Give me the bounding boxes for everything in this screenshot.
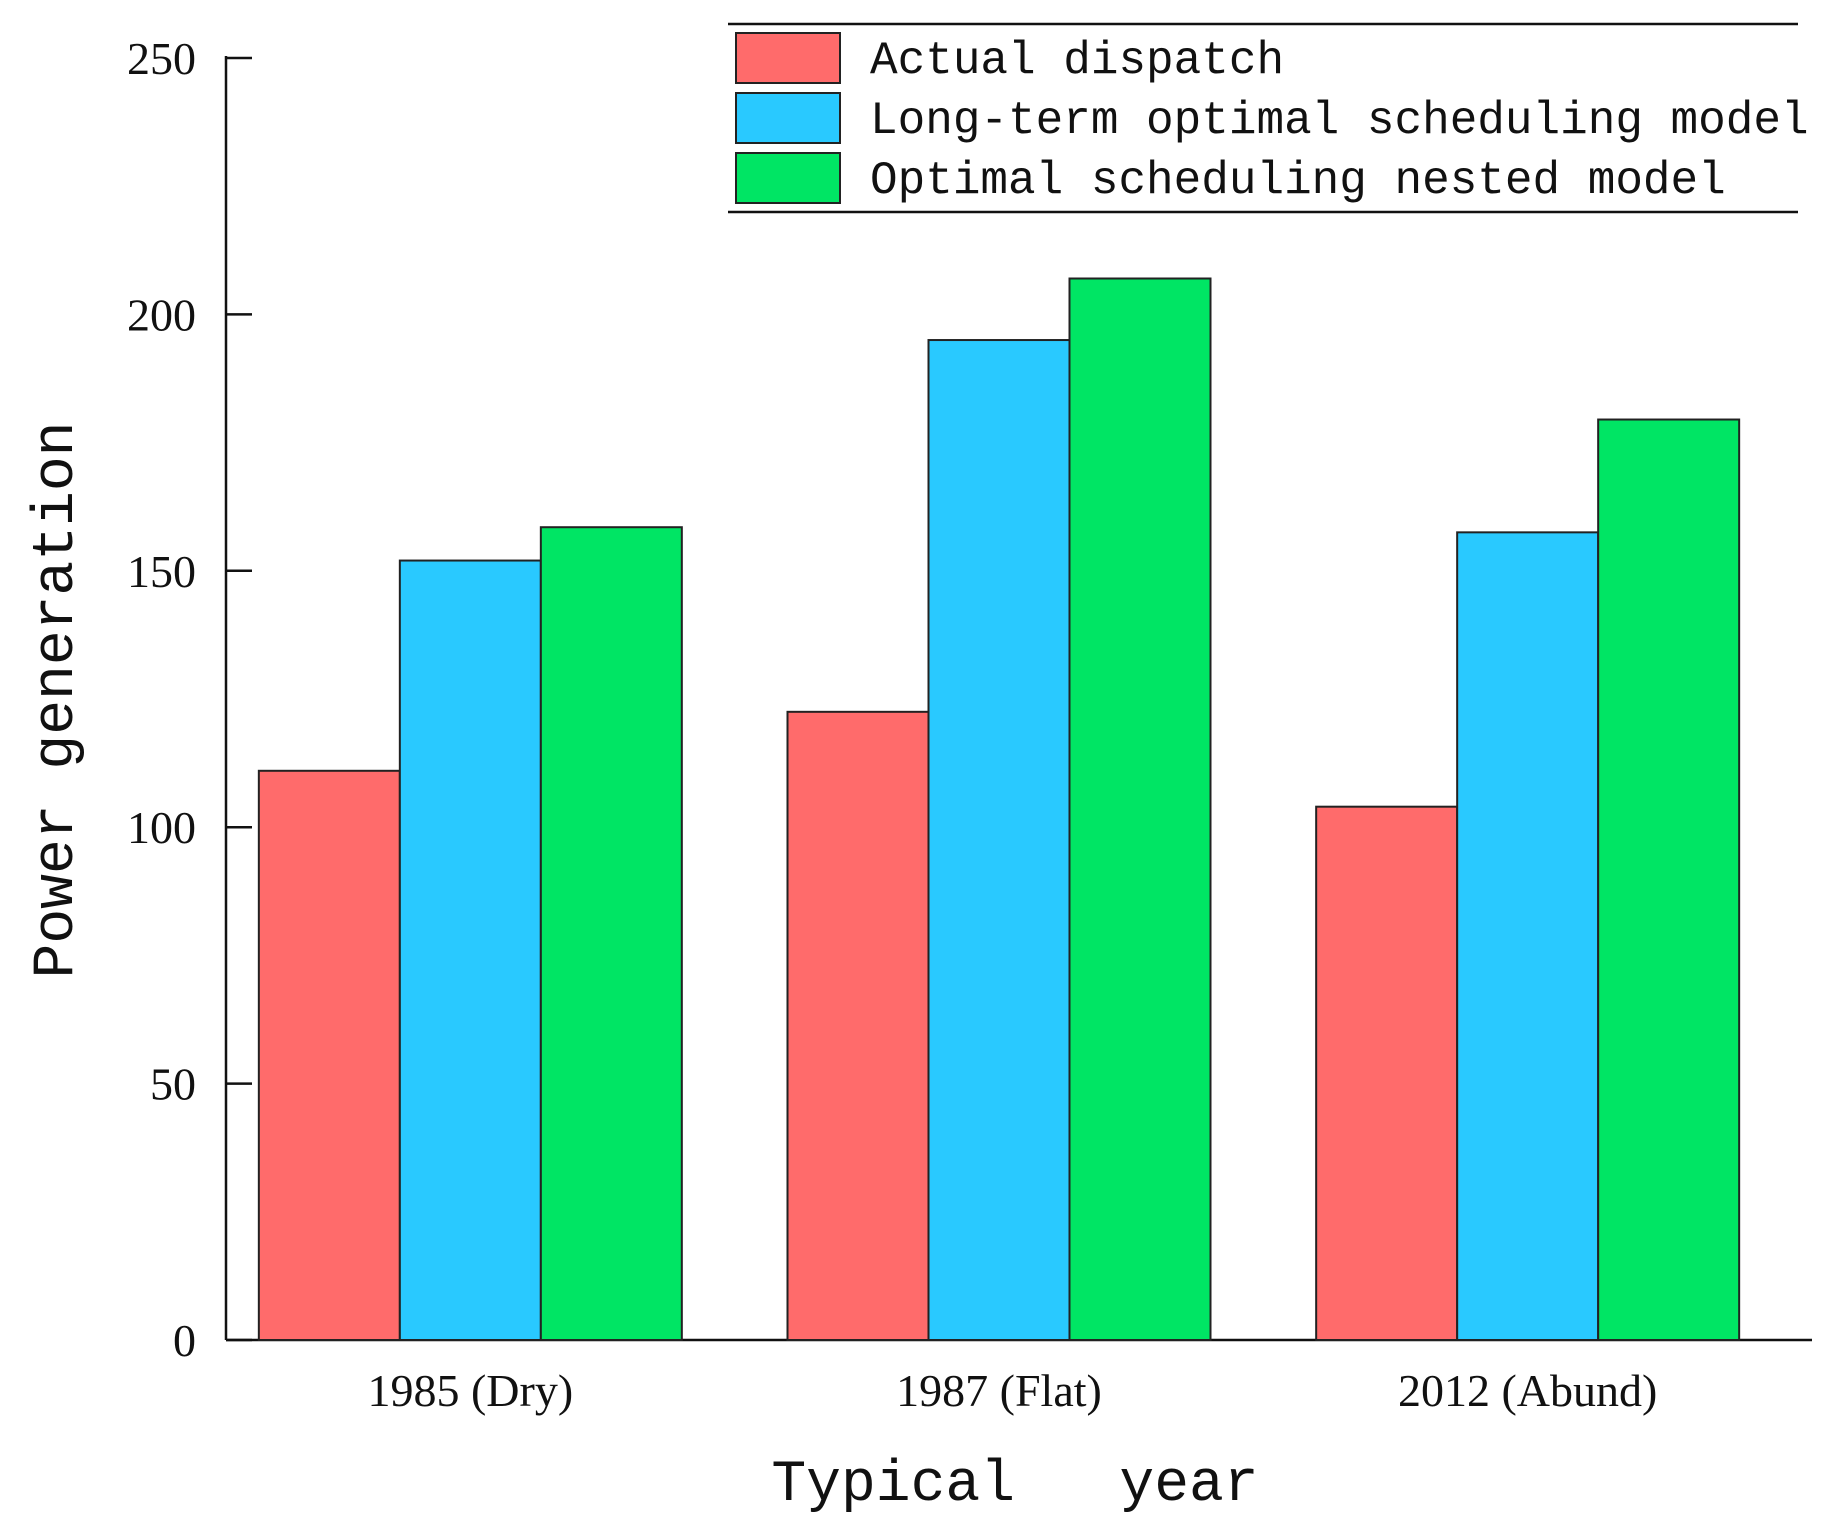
bar-1-3 [1315, 805, 1459, 1341]
bars [257, 277, 1741, 1342]
bar-3-3 [1597, 418, 1741, 1341]
y-tick-label: 200 [127, 289, 196, 340]
legend-swatch [735, 152, 841, 204]
bar-2-3 [1456, 531, 1600, 1341]
x-tick-label: 1987 (Flat) [896, 1365, 1102, 1416]
legend-label: Long-term optimal scheduling model [870, 95, 1809, 147]
bar-1-2 [786, 710, 930, 1341]
x-tick-label: 2012 (Abund) [1398, 1365, 1657, 1416]
bar-3-1 [539, 526, 683, 1341]
legend-swatch [735, 32, 841, 84]
y-axis-title: Power generation [25, 422, 90, 979]
bar-3-2 [1068, 277, 1212, 1341]
legend-label: Optimal scheduling nested model [870, 155, 1726, 207]
y-tick-label: 100 [127, 802, 196, 853]
y-tick-label: 250 [127, 33, 196, 84]
bar-2-1 [398, 559, 542, 1341]
y-tick-label: 50 [150, 1059, 196, 1110]
bar-1-1 [257, 769, 401, 1341]
y-tick-label: 150 [127, 546, 196, 597]
x-tick-label: 1985 (Dry) [367, 1365, 573, 1416]
y-tick-label: 0 [173, 1315, 196, 1366]
bar-2-2 [927, 339, 1071, 1342]
legend-swatch [735, 92, 841, 144]
y-axis: 0 50 100 150 200 250 [127, 33, 252, 1366]
legend-label: Actual dispatch [870, 35, 1284, 87]
legend: Actual dispatch Long-term optimal schedul… [728, 22, 1809, 214]
x-axis-title: Typical year [771, 1453, 1258, 1518]
